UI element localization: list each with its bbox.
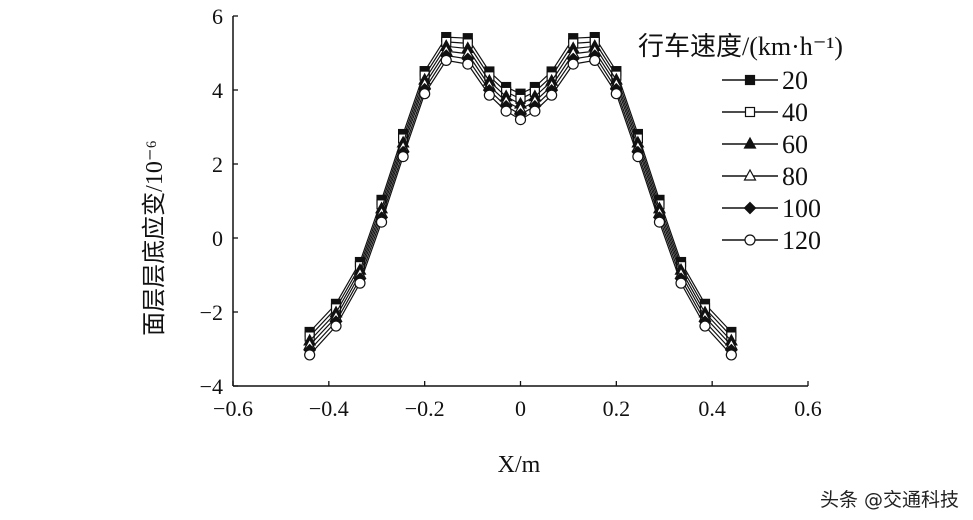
series-40 — [304, 36, 737, 342]
legend-label: 60 — [782, 130, 808, 159]
legend-label: 100 — [782, 194, 821, 223]
y-axis-label: 面层层底应变/10⁻⁶ — [141, 140, 168, 336]
y-tick-label: 0 — [212, 226, 223, 251]
legend-label: 120 — [782, 226, 821, 255]
legend-label: 40 — [782, 98, 808, 127]
legend-marker-icon — [744, 74, 756, 86]
data-point-120 — [546, 89, 558, 101]
watermark: 头条 @交通科技 — [819, 489, 959, 511]
x-tick-label: 0.6 — [794, 396, 822, 421]
y-tick-label: −2 — [200, 300, 223, 325]
x-tick-label: 0 — [515, 396, 526, 421]
legend-item-120: 120 — [722, 226, 821, 255]
data-point-120 — [397, 151, 409, 163]
x-tick-label: 0.4 — [698, 396, 726, 421]
series-20 — [304, 31, 737, 338]
axes: −0.6 −0.4 −0.2 0 0.2 0.4 0.6 −4 −2 0 2 4 6 — [200, 4, 822, 421]
data-point-120 — [675, 277, 687, 289]
legend-item-20: 20 — [722, 66, 808, 95]
legend-label: 20 — [782, 66, 808, 95]
data-point-120 — [725, 349, 737, 361]
x-tick-label: 0.2 — [603, 396, 631, 421]
data-point-120 — [375, 216, 388, 228]
legend-marker-icon — [744, 106, 756, 118]
legend-label: 80 — [782, 162, 808, 191]
series-120 — [304, 54, 737, 361]
legend-item-40: 40 — [722, 98, 808, 127]
y-tick-label: 4 — [212, 78, 223, 103]
series-60 — [303, 39, 738, 346]
data-point-120 — [610, 88, 622, 100]
data-point-120 — [354, 277, 366, 289]
data-point-120 — [567, 58, 579, 70]
legend-marker-icon — [743, 136, 757, 149]
x-tick-label: −0.4 — [309, 396, 349, 421]
data-point-120 — [462, 58, 474, 70]
data-point-120 — [500, 105, 512, 117]
y-tick-label: 2 — [212, 152, 223, 177]
x-tick-label: −0.2 — [405, 396, 445, 421]
series-group — [303, 31, 738, 361]
data-point-120 — [699, 320, 711, 332]
data-point-120 — [483, 89, 495, 101]
legend: 20 40 60 80 100 120 — [722, 66, 821, 255]
legend-item-60: 60 — [722, 130, 808, 159]
data-point-120 — [440, 54, 452, 67]
data-point-120 — [529, 105, 541, 117]
data-point-120 — [632, 151, 644, 163]
legend-item-100: 100 — [722, 194, 821, 223]
x-axis-label: X/m — [498, 452, 541, 478]
legend-item-80: 80 — [722, 162, 808, 191]
y-tick-label: 6 — [212, 4, 223, 29]
series-line-40 — [309, 41, 732, 337]
x-tick-label: −0.6 — [213, 396, 253, 421]
data-point-120 — [589, 54, 601, 67]
legend-marker-icon — [743, 201, 757, 215]
data-point-120 — [653, 216, 666, 228]
legend-title: 行车速度/(km·h⁻¹) — [638, 32, 843, 61]
y-tick-label: −4 — [200, 374, 223, 399]
data-point-120 — [514, 113, 527, 126]
data-point-120 — [419, 88, 431, 100]
data-point-120 — [330, 320, 342, 332]
legend-marker-icon — [743, 168, 757, 181]
series-line-20 — [309, 36, 732, 333]
legend-marker-icon — [744, 234, 756, 246]
data-point-120 — [304, 349, 316, 361]
